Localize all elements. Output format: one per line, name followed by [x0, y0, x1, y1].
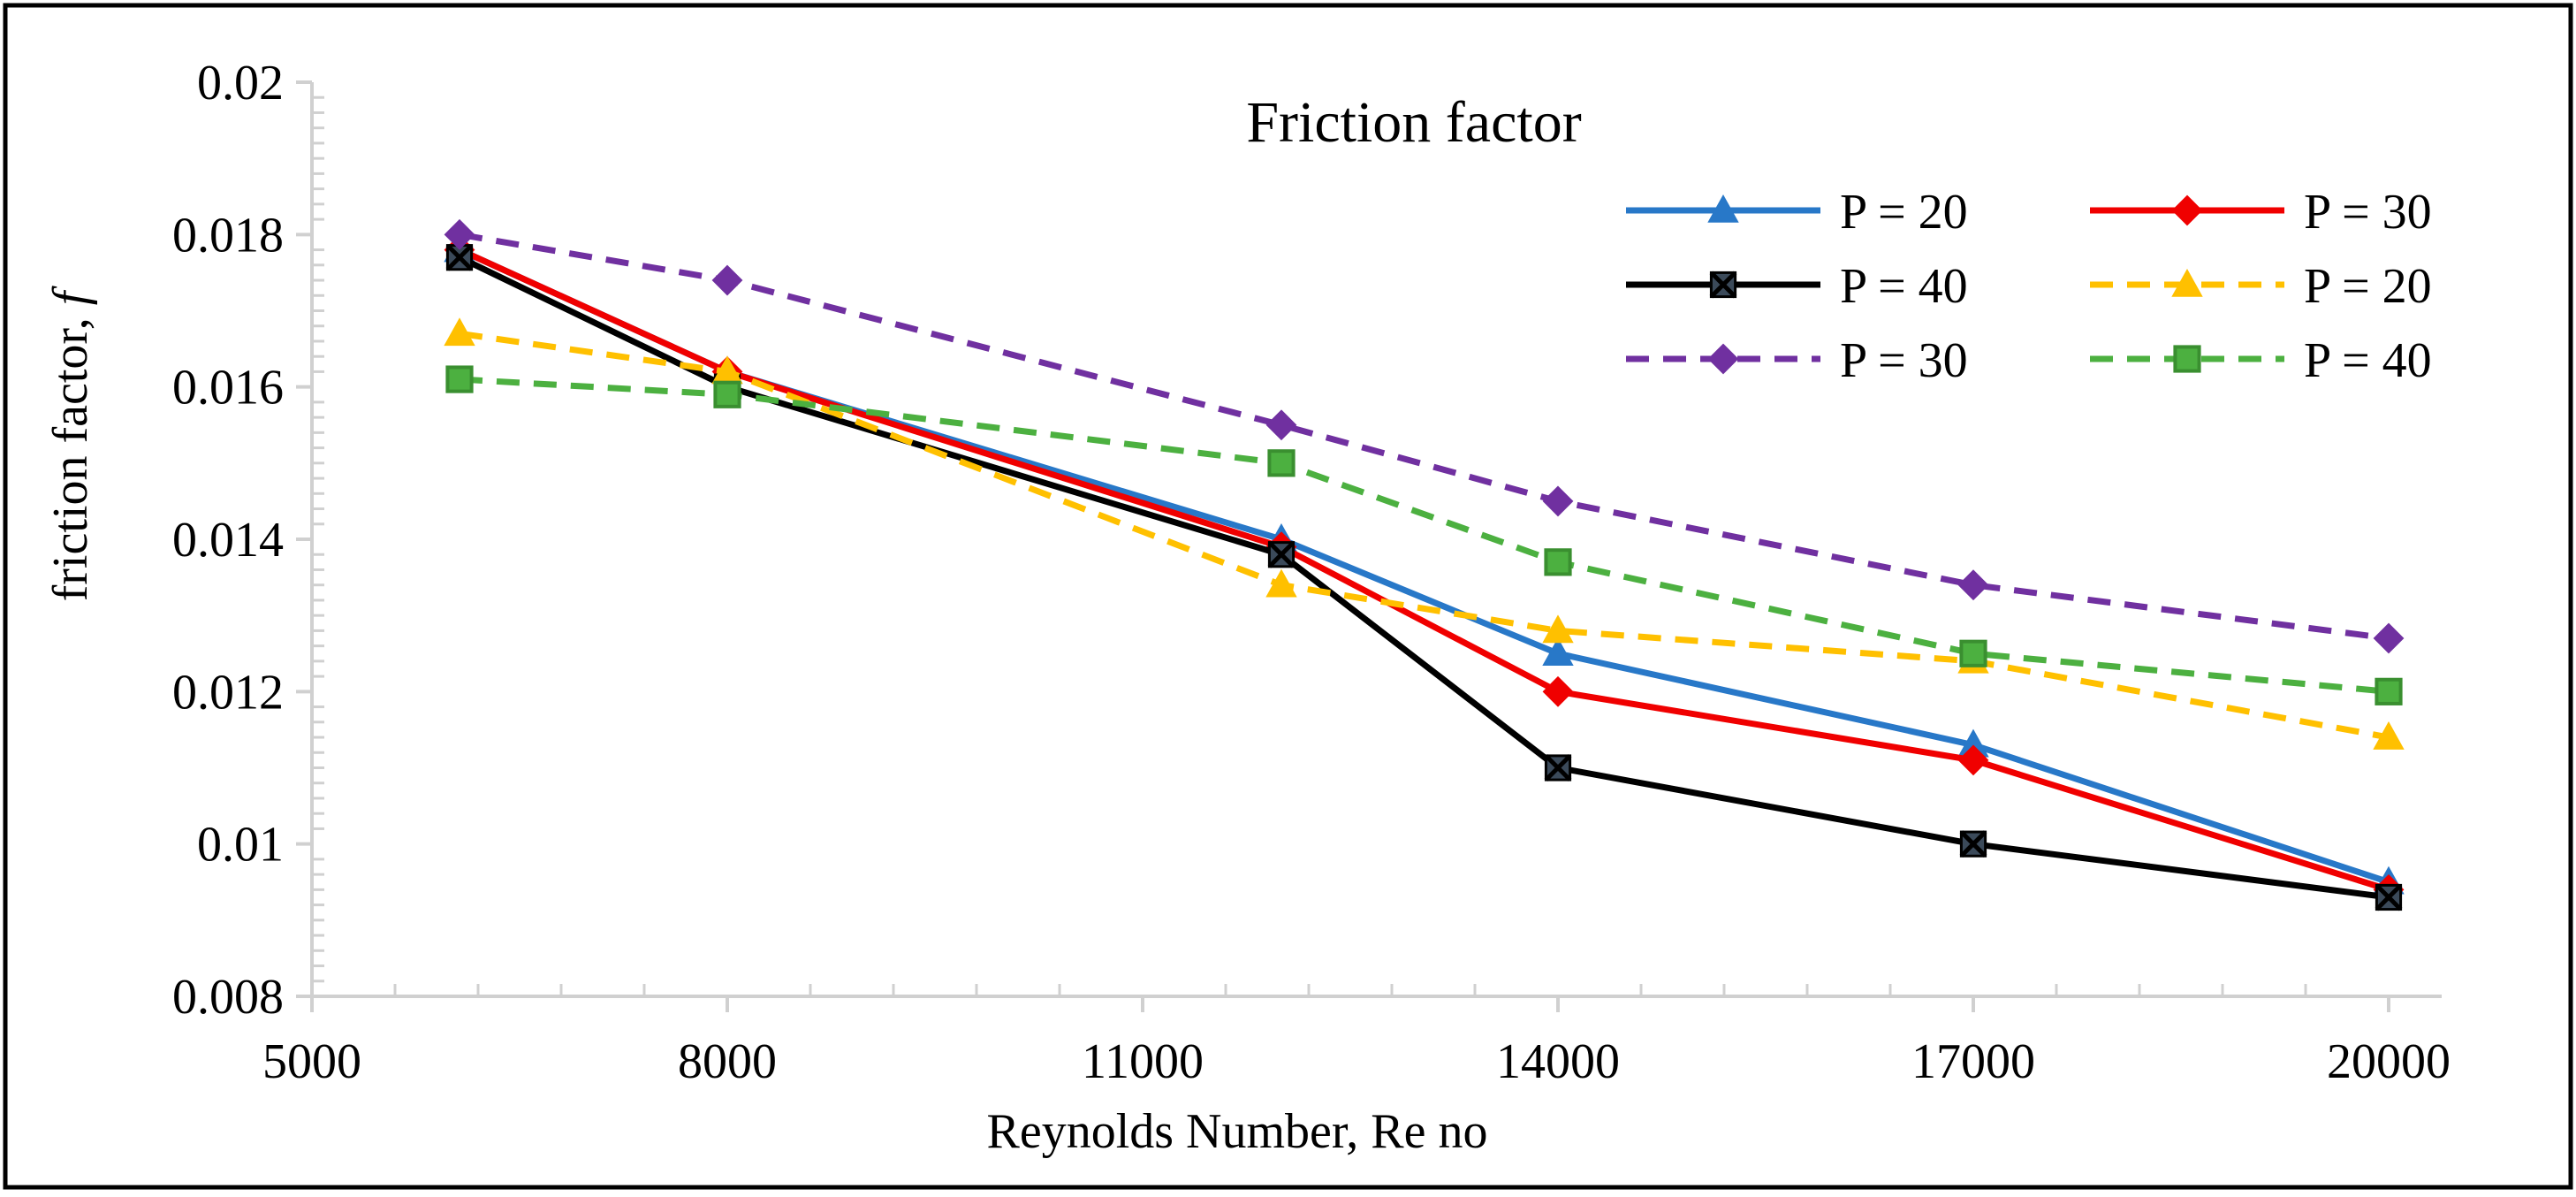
legend-marker: [2171, 194, 2203, 226]
y-tick-label: 0.016: [172, 361, 284, 416]
data-point: [1267, 449, 1296, 477]
legend-label: P = 40: [1840, 259, 1968, 314]
data-point-cross: [2375, 883, 2403, 911]
series-layer: [444, 218, 2405, 911]
legend-item: P = 40: [1626, 259, 1968, 314]
x-tick-label: 14000: [1496, 1034, 1620, 1089]
legend-item: P = 20: [1626, 185, 1968, 240]
series-line: [459, 330, 2390, 741]
x-tick-label: 8000: [678, 1034, 777, 1089]
data-point-cross: [445, 243, 474, 271]
data-point: [2375, 677, 2403, 705]
y-axis-title: friction factor, f: [43, 285, 98, 601]
legend: P = 20 P = 30 P = 40 P = 20 P = 30 P = 40: [1626, 185, 2432, 388]
y-tick-label: 0.02: [197, 56, 284, 111]
y-tick-label: 0.008: [172, 970, 284, 1025]
series-line: [458, 247, 2390, 893]
x-tick-label: 17000: [1911, 1034, 2035, 1089]
data-point: [1957, 569, 1989, 601]
data-point: [1265, 568, 1297, 598]
x-tick-label: 5000: [262, 1034, 361, 1089]
data-point: [1957, 744, 1989, 776]
legend-marker: [1707, 194, 1739, 223]
x-tick-label: 11000: [1082, 1034, 1204, 1089]
series-5: [444, 218, 2405, 654]
y-tick-label: 0.018: [172, 208, 284, 263]
data-point: [1542, 614, 1574, 644]
data-point-cross: [1544, 754, 1572, 781]
series-line: [459, 231, 2390, 642]
data-point: [1542, 675, 1574, 707]
data-point-cross: [1267, 540, 1296, 568]
data-point: [1265, 409, 1297, 441]
data-point: [2373, 720, 2405, 750]
data-point: [713, 380, 741, 408]
series-line: [459, 376, 2390, 695]
y-axis-title-text: friction factor,: [43, 305, 98, 601]
data-point: [2373, 622, 2405, 654]
y-tick-label: 0.01: [197, 818, 284, 873]
data-point: [711, 264, 743, 296]
legend-item: P = 40: [2090, 333, 2432, 388]
legend-marker: [2171, 268, 2203, 297]
legend-item: P = 30: [1626, 333, 1968, 388]
data-point: [444, 218, 475, 250]
series-6: [445, 365, 2403, 705]
data-point: [1542, 637, 1574, 667]
data-point: [1959, 639, 1987, 667]
data-point: [444, 317, 475, 347]
y-tick-label: 0.014: [172, 513, 284, 568]
chart-title: Friction factor: [1246, 90, 1581, 155]
legend-item: P = 30: [2090, 185, 2432, 240]
y-tick-label: 0.012: [172, 665, 284, 720]
series-4: [444, 317, 2405, 750]
legend-label: P = 30: [2304, 185, 2432, 240]
axes-layer: 0.008 0.01 0.012 0.014 0.016 0.018 0.02 5000 800…: [172, 56, 2451, 1089]
data-point: [1542, 485, 1574, 517]
legend-marker-cross: [1709, 271, 1737, 299]
legend-label: P = 20: [2304, 259, 2432, 314]
legend-label: P = 20: [1840, 185, 1968, 240]
data-point-cross: [1959, 830, 1987, 858]
legend-marker: [1707, 343, 1739, 375]
data-point: [445, 365, 474, 393]
data-point: [1544, 548, 1572, 576]
legend-label: P = 40: [2304, 333, 2432, 388]
x-axis-title: Reynolds Number, Re no: [986, 1104, 1487, 1159]
legend-marker: [2173, 345, 2201, 373]
x-tick-label: 20000: [2327, 1034, 2451, 1089]
legend-item: P = 20: [2090, 259, 2432, 314]
legend-label: P = 30: [1840, 333, 1968, 388]
